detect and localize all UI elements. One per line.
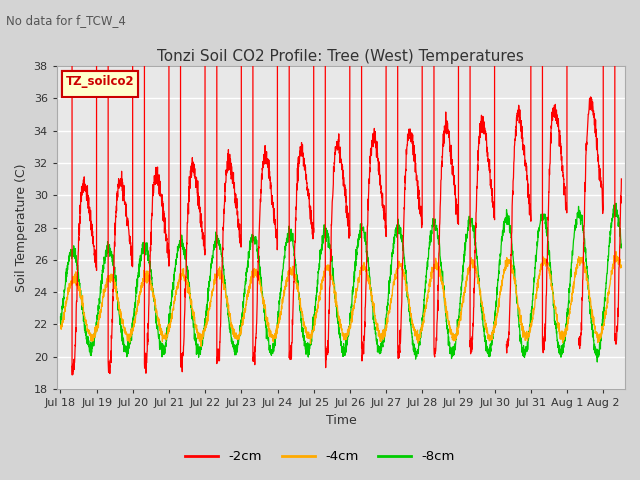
X-axis label: Time: Time (326, 414, 356, 427)
Legend: -2cm, -4cm, -8cm: -2cm, -4cm, -8cm (179, 445, 461, 468)
Text: No data for f_TCW_4: No data for f_TCW_4 (6, 14, 126, 27)
Legend:  (61, 71, 138, 96)
Y-axis label: Soil Temperature (C): Soil Temperature (C) (15, 163, 28, 292)
Title: Tonzi Soil CO2 Profile: Tree (West) Temperatures: Tonzi Soil CO2 Profile: Tree (West) Temp… (157, 48, 524, 63)
